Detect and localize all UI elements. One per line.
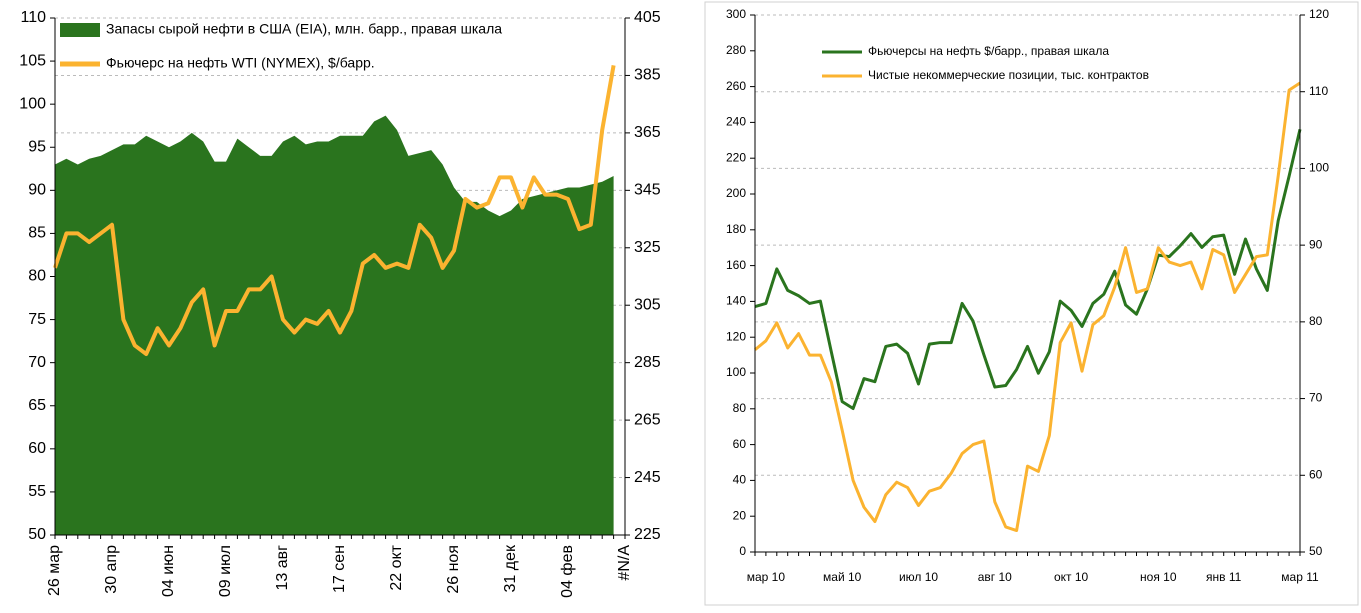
line xyxy=(754,128,1302,411)
x-tick-label: 31 дек xyxy=(502,544,519,592)
y-tick-label: 85 xyxy=(28,225,46,242)
y2-tick-label: 100 xyxy=(1309,161,1329,175)
y-tick-label: 80 xyxy=(733,401,747,415)
y2-tick-label: 345 xyxy=(634,182,661,199)
y-tick-label: 240 xyxy=(726,115,746,129)
legend-swatch xyxy=(60,23,100,37)
legend-label: Запасы сырой нефти в США (EIA), млн. бар… xyxy=(106,21,502,37)
y-tick-label: 100 xyxy=(19,95,46,112)
x-tick-label: авг 10 xyxy=(978,570,1012,584)
x-tick-label: июл 10 xyxy=(899,570,938,584)
y-tick-label: 260 xyxy=(726,79,746,93)
y-tick-label: 65 xyxy=(28,397,46,414)
legend-label: Фьючерс на нефть WTI (NYMEX), $/барр. xyxy=(106,55,375,71)
y2-tick-label: 50 xyxy=(1309,544,1323,558)
y-tick-label: 60 xyxy=(28,440,46,457)
y-tick-label: 20 xyxy=(733,508,747,522)
legend-label: Фьючерсы на нефть $/барр., правая шкала xyxy=(868,44,1109,58)
y2-tick-label: 80 xyxy=(1309,314,1323,328)
y2-tick-label: 120 xyxy=(1309,7,1329,21)
y2-tick-label: 305 xyxy=(634,296,661,313)
y-tick-label: 140 xyxy=(726,294,746,308)
y2-tick-label: 245 xyxy=(634,469,661,486)
x-tick-label: 22 окт xyxy=(388,544,405,590)
y-tick-label: 75 xyxy=(28,311,46,328)
y-tick-label: 200 xyxy=(726,186,746,200)
x-tick-label: май 10 xyxy=(823,570,862,584)
y-tick-label: 40 xyxy=(733,473,747,487)
y-tick-label: 120 xyxy=(726,329,746,343)
y2-tick-label: 265 xyxy=(634,411,661,428)
panel-frame xyxy=(704,1,1359,606)
y2-tick-label: 70 xyxy=(1309,391,1323,405)
y2-tick-label: 225 xyxy=(634,526,661,543)
x-tick-label: 04 фев xyxy=(559,545,576,598)
y-tick-label: 280 xyxy=(726,43,746,57)
x-tick-label: #N/A xyxy=(616,545,633,581)
y-tick-label: 95 xyxy=(28,138,46,155)
x-tick-label: 30 апр xyxy=(103,545,120,594)
y2-tick-label: 90 xyxy=(1309,237,1323,251)
y2-tick-label: 285 xyxy=(634,354,661,371)
line xyxy=(53,65,616,357)
x-tick-label: мар 10 xyxy=(747,570,786,584)
x-tick-label: 17 сен xyxy=(331,545,348,593)
y-tick-label: 70 xyxy=(28,354,46,371)
y-tick-label: 50 xyxy=(28,526,46,543)
y-tick-label: 100 xyxy=(726,365,746,379)
y-tick-label: 160 xyxy=(726,258,746,272)
x-tick-label: окт 10 xyxy=(1054,570,1089,584)
y2-tick-label: 325 xyxy=(634,239,661,256)
line xyxy=(754,81,1301,533)
x-tick-label: мар 11 xyxy=(1281,570,1319,584)
y-tick-label: 105 xyxy=(19,52,46,69)
y-tick-label: 60 xyxy=(733,437,747,451)
x-tick-label: 26 ноя xyxy=(445,545,462,594)
y2-tick-label: 110 xyxy=(1309,84,1328,98)
y2-tick-label: 385 xyxy=(634,67,661,84)
y-tick-label: 55 xyxy=(28,483,46,500)
y2-tick-label: 365 xyxy=(634,124,661,141)
y-tick-label: 80 xyxy=(28,268,46,285)
y-tick-label: 0 xyxy=(739,544,746,558)
y2-tick-label: 60 xyxy=(1309,467,1323,481)
legend-label: Чистые некоммерческие позиции, тыс. конт… xyxy=(868,68,1149,82)
x-tick-label: 26 мар xyxy=(46,545,63,596)
x-tick-label: ноя 10 xyxy=(1140,570,1177,584)
x-tick-label: янв 11 xyxy=(1206,570,1242,584)
x-tick-label: 09 июл xyxy=(217,545,234,597)
x-tick-label: 13 авг xyxy=(274,545,291,591)
y2-tick-label: 405 xyxy=(634,9,661,26)
y-tick-label: 90 xyxy=(28,182,46,199)
y-tick-label: 180 xyxy=(726,222,746,236)
y-tick-label: 220 xyxy=(726,150,746,164)
x-tick-label: 04 июн xyxy=(160,545,177,597)
y-tick-label: 300 xyxy=(726,7,746,21)
y-tick-label: 110 xyxy=(20,9,46,26)
